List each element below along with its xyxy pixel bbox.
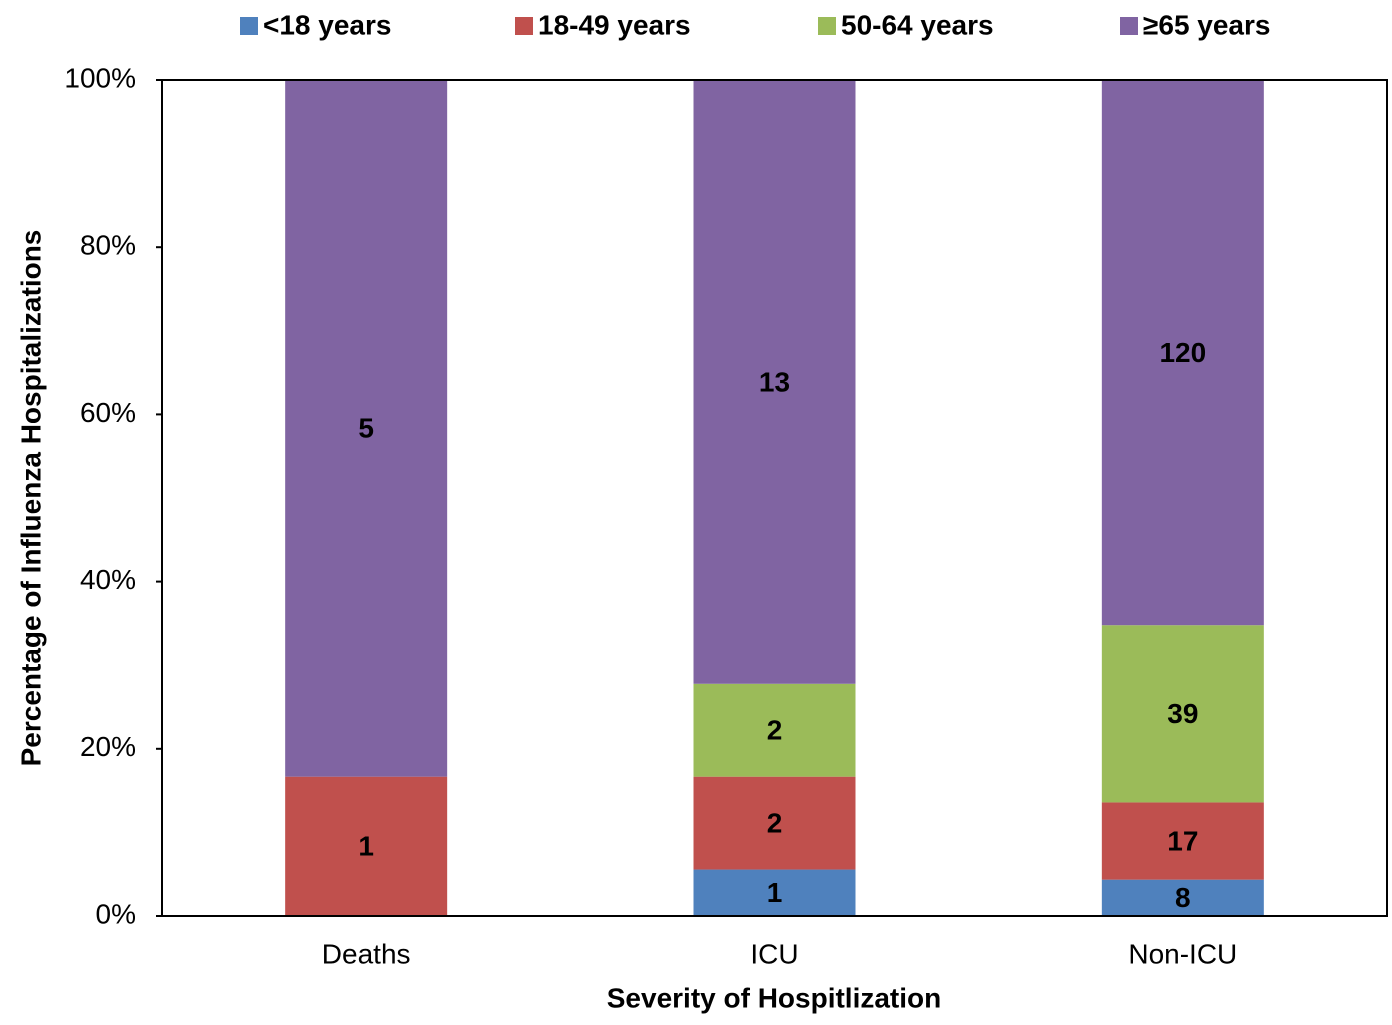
legend-swatch — [515, 17, 533, 35]
legend-label: ≥65 years — [1143, 9, 1270, 40]
x-tick-label: ICU — [750, 938, 798, 969]
x-tick-label: Non-ICU — [1128, 938, 1237, 969]
legend-swatch — [818, 17, 836, 35]
bar-segment — [1101, 625, 1264, 803]
data-label: 17 — [1167, 825, 1198, 856]
data-label: 13 — [759, 366, 790, 397]
y-tick-label: 100% — [64, 62, 136, 93]
bar-segment — [1101, 802, 1264, 880]
data-label: 120 — [1159, 337, 1206, 368]
y-tick-label: 80% — [80, 230, 136, 261]
bar-segment — [285, 776, 448, 916]
data-label: 39 — [1167, 698, 1198, 729]
data-label: 2 — [767, 715, 783, 746]
data-label: 2 — [767, 808, 783, 839]
y-tick-label: 40% — [80, 564, 136, 595]
y-axis-title: Percentage of Influenza Hospitalizations — [15, 230, 46, 767]
plot-frame — [161, 79, 1388, 917]
data-label: 1 — [767, 877, 783, 908]
legend-label: 18-49 years — [538, 9, 691, 40]
bar-segment — [285, 80, 448, 777]
y-tick-label: 60% — [80, 397, 136, 428]
bar-segment — [1101, 80, 1264, 626]
bar-segment — [693, 869, 856, 916]
y-tick-label: 0% — [96, 898, 136, 929]
legend-swatch — [240, 17, 258, 35]
x-tick-label: Deaths — [322, 938, 411, 969]
data-label: 8 — [1175, 882, 1191, 913]
legend-label: 50-64 years — [841, 9, 994, 40]
bar-segment — [693, 683, 856, 777]
legend-swatch — [1120, 17, 1138, 35]
data-label: 1 — [358, 831, 374, 862]
y-tick-label: 20% — [80, 731, 136, 762]
bar-segment — [693, 776, 856, 870]
legend-label: <18 years — [263, 9, 391, 40]
x-axis-title: Severity of Hospitlization — [607, 982, 942, 1013]
bar-segment — [693, 80, 856, 684]
data-label: 5 — [358, 413, 374, 444]
bar-segment — [1101, 879, 1264, 916]
